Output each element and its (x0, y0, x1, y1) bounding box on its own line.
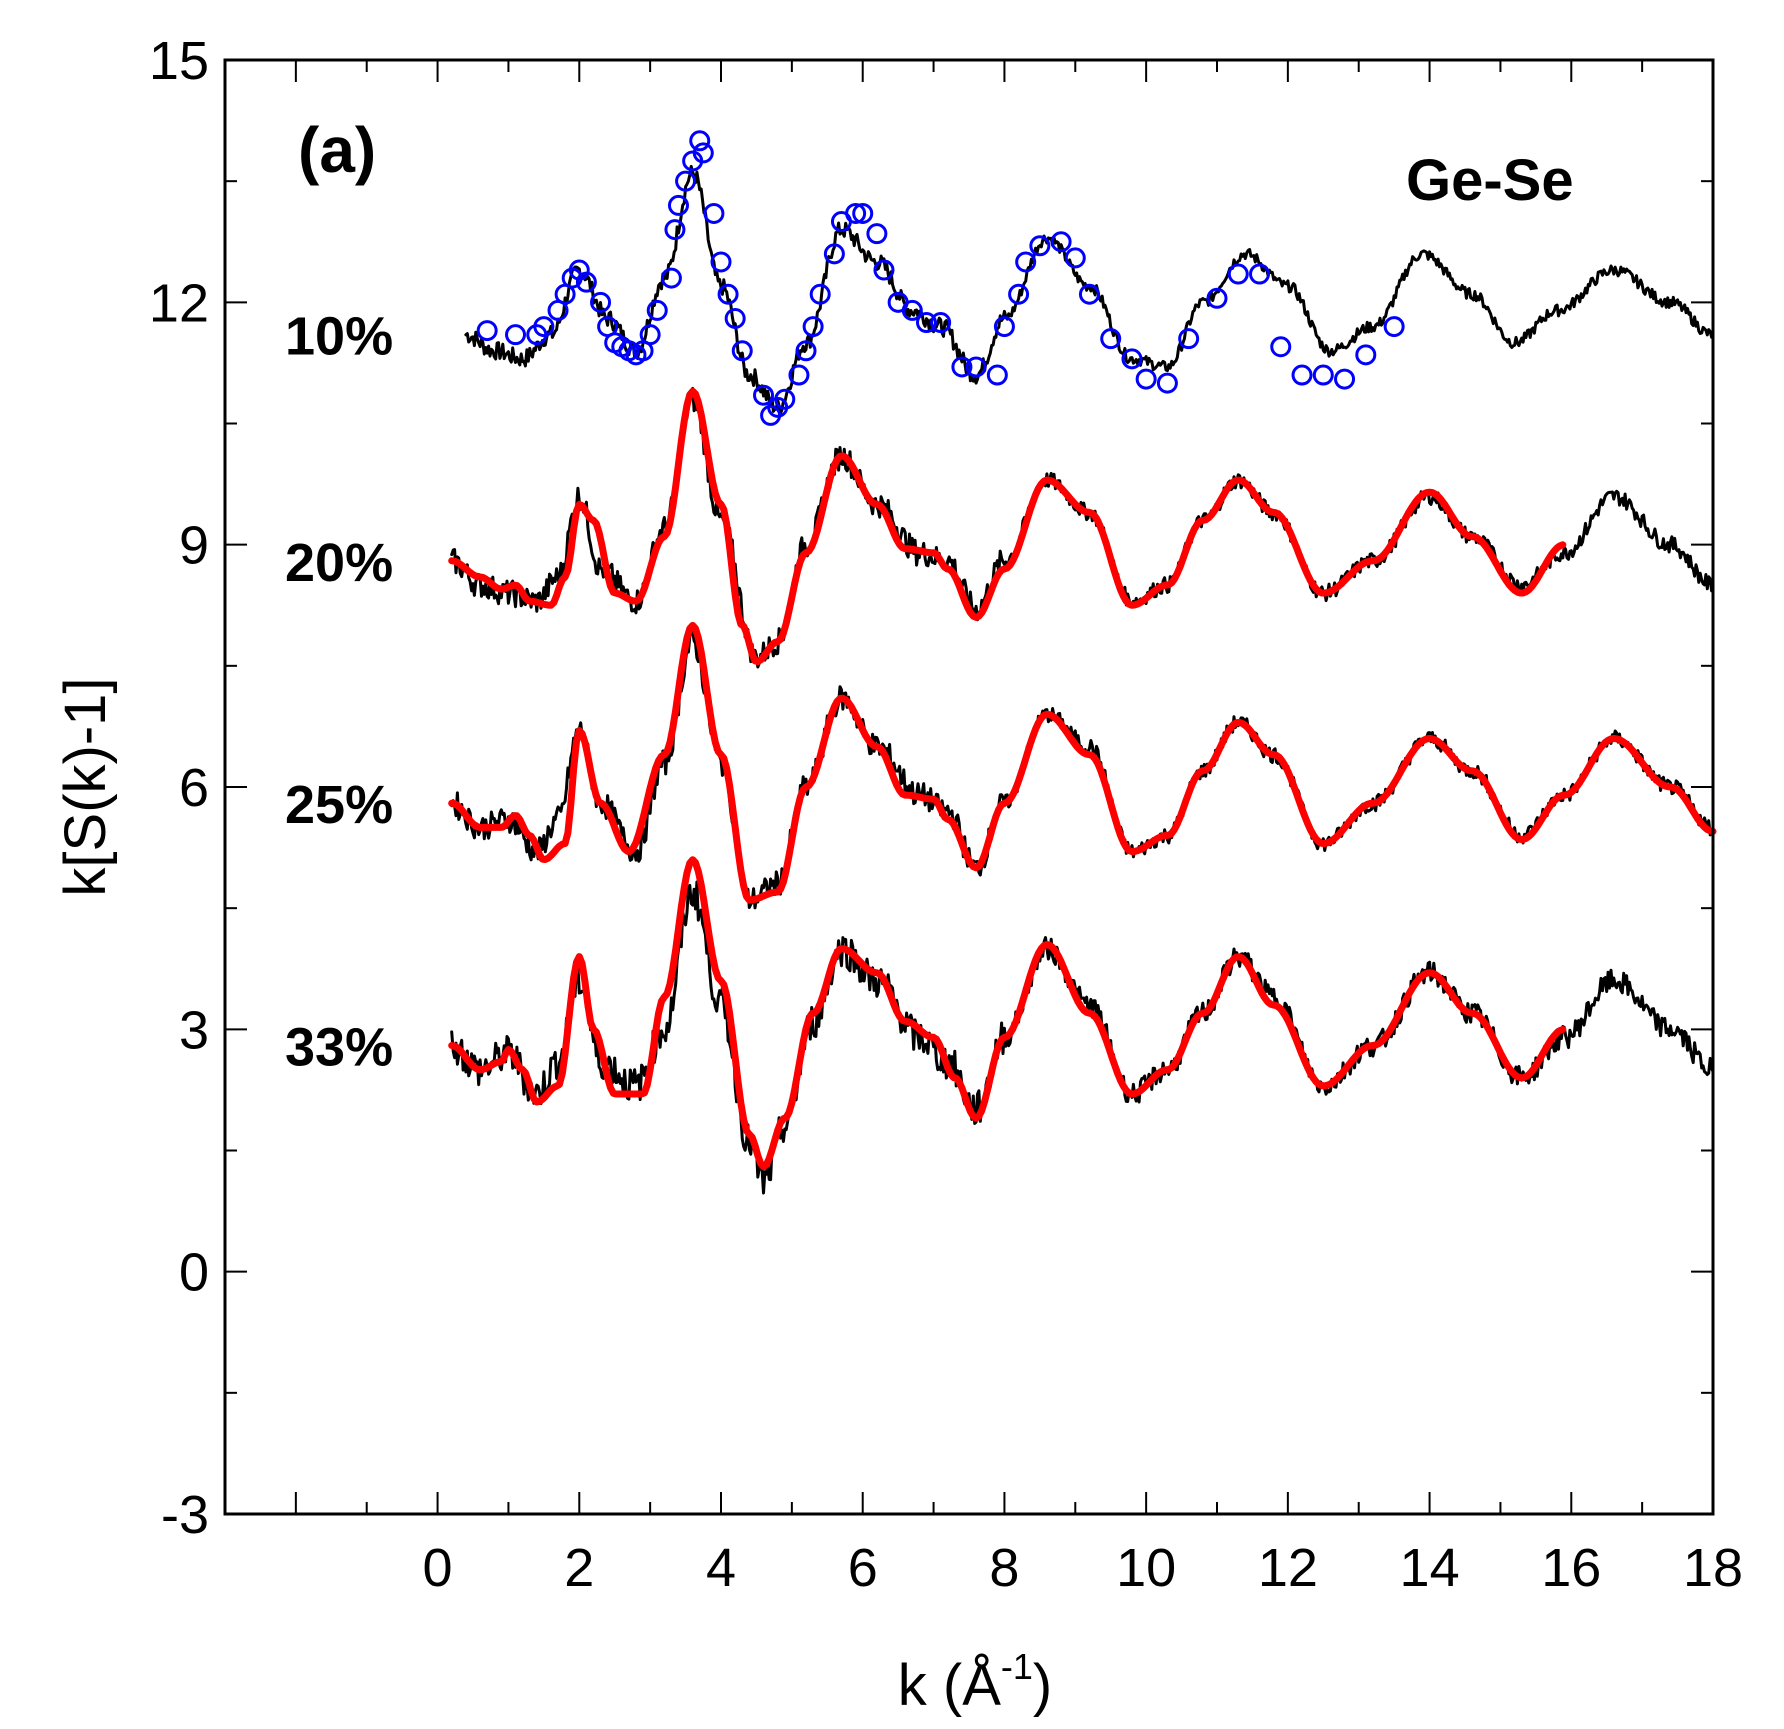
experiment-marker (1206, 287, 1228, 309)
experiment-marker (774, 388, 796, 410)
fit-curve (448, 621, 1717, 904)
x-tick-label: 10 (1116, 1538, 1176, 1598)
x-tick-label: 2 (564, 1538, 594, 1598)
experiment-marker (639, 324, 661, 346)
experiment-marker (873, 259, 895, 281)
simulation-curve (464, 164, 1715, 415)
x-axis-title-sup: -1 (1001, 1646, 1033, 1687)
fit-curve (448, 387, 1567, 666)
experiment-marker (993, 316, 1015, 338)
experiment-marker (788, 364, 810, 386)
experiment-marker (575, 271, 597, 293)
y-tick-label: 6 (179, 758, 209, 818)
x-tick-label: 4 (706, 1538, 736, 1598)
experiment-marker (915, 312, 937, 334)
experiment-marker (1312, 364, 1334, 386)
fit-curve (448, 856, 1567, 1171)
experiment-marker (505, 324, 527, 346)
x-axis-title-close: ) (1033, 1653, 1052, 1718)
x-tick-label: 14 (1400, 1538, 1460, 1598)
experiment-marker (1008, 283, 1030, 305)
experiment-marker (1029, 235, 1051, 257)
experiment-marker (664, 219, 686, 241)
experiment-marker (1078, 283, 1100, 305)
x-tick-label: 16 (1541, 1538, 1601, 1598)
experiment-marker (965, 356, 987, 378)
experiment-marker (809, 283, 831, 305)
data-series-group (448, 130, 1717, 1195)
experiment-marker (646, 299, 668, 321)
system-label: Ge-Se (1406, 148, 1574, 213)
experiment-marker (703, 202, 725, 224)
y-tick-label: 0 (179, 1243, 209, 1303)
experiment-marker (845, 202, 867, 224)
experiment-marker (1334, 368, 1356, 390)
experiment-marker (675, 170, 697, 192)
x-tick-label: 18 (1683, 1538, 1743, 1598)
experiment-marker (901, 299, 923, 321)
x-tick-label: 0 (423, 1538, 453, 1598)
y-tick-label: 3 (179, 1000, 209, 1060)
experiment-marker (692, 142, 714, 164)
experiment-marker (930, 312, 952, 334)
experiment-marker (1050, 231, 1072, 253)
experiment-marker (1135, 368, 1157, 390)
experiment-marker (590, 291, 612, 313)
experiment-marker (1178, 328, 1200, 350)
experiment-marker (1227, 263, 1249, 285)
experiment-marker (1291, 364, 1313, 386)
experiment-marker (660, 267, 682, 289)
experiment-marker (710, 251, 732, 273)
y-tick-label: 12 (149, 273, 209, 333)
experiment-marker (667, 194, 689, 216)
experiment-marker (795, 340, 817, 362)
experiment-marker (753, 384, 775, 406)
experiment-marker (1015, 251, 1037, 273)
experiment-marker (1383, 316, 1405, 338)
experiment-marker (852, 202, 874, 224)
y-axis-title: k[S(k)-1] (53, 677, 118, 896)
experiment-marker (823, 243, 845, 265)
x-tick-label: 6 (848, 1538, 878, 1598)
curve-label: 20% (285, 533, 393, 593)
y-tick-label: -3 (161, 1485, 209, 1545)
panel-label: (a) (298, 114, 376, 186)
curve-labels: 10% 20% 25% 33% (285, 307, 393, 1078)
experiment-marker (986, 364, 1008, 386)
experiment-marker (689, 130, 711, 152)
experiment-marker (1355, 344, 1377, 366)
curve-label: 10% (285, 307, 393, 367)
y-tick-label: 15 (149, 31, 209, 91)
y-tick-label: 9 (179, 516, 209, 576)
tick-labels: 0 2 4 6 8 10 12 14 16 18 -3 0 3 6 9 12 15 (149, 31, 1743, 1598)
experiment-marker (1064, 247, 1086, 269)
experiment-marker (1270, 336, 1292, 358)
x-axis-title-main: k (Å (898, 1653, 1001, 1718)
plot-frame (223, 58, 1715, 1516)
experiment-marker (866, 223, 888, 245)
curve-label: 33% (285, 1017, 393, 1077)
experiment-marker (802, 316, 824, 338)
curve-label: 25% (285, 775, 393, 835)
experiment-marker (533, 316, 555, 338)
experiment-marker (731, 340, 753, 362)
experiment-marker (476, 320, 498, 342)
experiment-marker (724, 307, 746, 329)
x-axis-title: k (Å-1) (898, 1646, 1052, 1718)
experiment-marker (717, 283, 739, 305)
simulation-curve (450, 880, 1715, 1195)
experiment-marker (951, 356, 973, 378)
x-tick-label: 8 (989, 1538, 1019, 1598)
x-tick-label: 12 (1258, 1538, 1318, 1598)
experiment-marker (1249, 263, 1271, 285)
experiment-marker (1100, 328, 1122, 350)
experiment-marker (1156, 372, 1178, 394)
experiment-marker (1121, 348, 1143, 370)
